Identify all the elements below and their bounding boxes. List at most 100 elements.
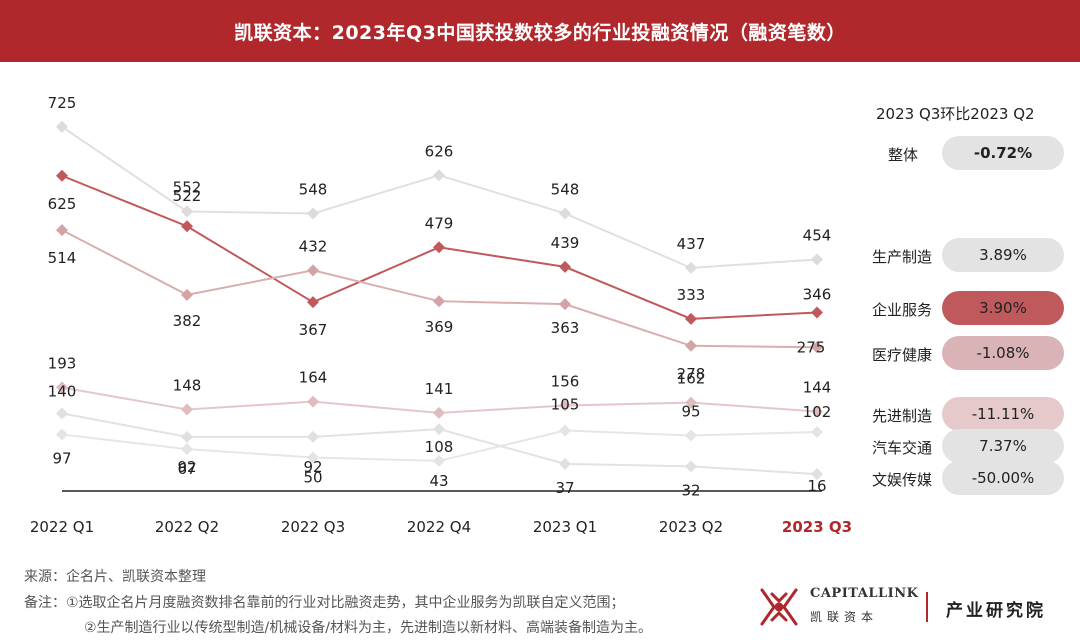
brand-name-cn: 凯联资本 [810, 610, 879, 624]
data-label: 548 [299, 180, 328, 198]
data-label: 97 [52, 449, 71, 467]
data-point-marker [307, 430, 319, 443]
data-label: 479 [425, 214, 454, 232]
chart-title-bar: 凯联资本：2023年Q3中国获投数较多的行业投融资情况（融资笔数） [0, 0, 1080, 62]
chart-title: 凯联资本：2023年Q3中国获投数较多的行业投融资情况（融资笔数） [234, 21, 846, 44]
legend-row-label: 先进制造 [871, 407, 932, 425]
data-label: 439 [551, 234, 580, 252]
data-label: 333 [677, 286, 706, 304]
legend-row-label: 医疗健康 [871, 346, 932, 364]
legend-row-label: 企业服务 [871, 301, 932, 319]
data-point-marker [433, 454, 445, 467]
data-point-marker [811, 468, 823, 481]
remark-note-2: ②生产制造行业以传统型制造/机械设备/材料为主，先进制造以新材料、高端装备制造为… [84, 620, 652, 636]
data-point-marker [559, 298, 571, 311]
data-point-marker [685, 312, 697, 325]
data-point-marker [433, 295, 445, 308]
overall-value: -0.72% [973, 144, 1033, 162]
data-point-marker [307, 207, 319, 220]
data-point-marker [56, 169, 68, 182]
data-point-marker [433, 423, 445, 436]
data-label: 102 [803, 403, 832, 421]
brand-name-en: CAPITALLINK [810, 586, 919, 601]
data-point-marker [811, 253, 823, 266]
data-point-marker [181, 288, 193, 301]
data-point-marker [307, 264, 319, 277]
remark-note-1: 备注：①选取企名片月度融资数排名靠前的行业对比融资走势，其中企业服务为凯联自定义… [24, 595, 625, 611]
data-point-marker [811, 341, 823, 354]
data-label: 278 [677, 365, 706, 383]
data-point-marker [811, 306, 823, 319]
data-point-marker [685, 339, 697, 352]
data-point-marker [433, 241, 445, 254]
data-point-marker [56, 381, 68, 394]
data-point-marker [56, 428, 68, 441]
data-label: 95 [681, 402, 700, 420]
data-label: 141 [425, 380, 454, 398]
data-point-marker [56, 407, 68, 420]
data-point-marker [181, 205, 193, 218]
legend-title: 2023 Q3环比2023 Q2 [876, 105, 1035, 123]
legend-change-pill: -50.00% [942, 461, 1064, 495]
legend-change-pill: 3.90% [942, 291, 1064, 325]
data-point-marker [685, 396, 697, 409]
brand-block: CAPITALLINK 凯联资本 产业研究院 [750, 584, 1070, 632]
legend-row-label: 生产制造 [871, 248, 932, 266]
data-label: 275 [797, 338, 826, 356]
data-label: 92 [177, 458, 196, 476]
data-label: 140 [48, 382, 77, 400]
data-label: 92 [303, 458, 322, 476]
legend-change-pill: 3.89% [942, 238, 1064, 272]
legend-row-label: 文娱传媒 [871, 471, 932, 489]
data-point-marker [181, 430, 193, 443]
brand-separator [926, 592, 928, 622]
data-point-marker [685, 429, 697, 442]
data-label: 16 [807, 477, 826, 495]
data-label: 514 [48, 249, 77, 267]
data-label: 105 [551, 396, 580, 414]
data-label: 552 [173, 179, 202, 197]
data-point-marker [307, 296, 319, 309]
brand-department: 产业研究院 [946, 601, 1046, 621]
data-point-marker [433, 169, 445, 182]
capitallink-logo [760, 588, 798, 626]
data-label: 369 [425, 318, 454, 336]
data-point-marker [559, 399, 571, 412]
data-point-marker [433, 406, 445, 419]
data-point-marker [307, 451, 319, 464]
x-tick-label: 2022 Q3 [281, 518, 345, 536]
data-label: 548 [551, 180, 580, 198]
data-point-marker [307, 395, 319, 408]
data-label: 626 [425, 142, 454, 160]
data-label: 162 [677, 370, 706, 388]
x-tick-label: 2022 Q2 [155, 518, 219, 536]
data-point-marker [685, 460, 697, 473]
data-point-marker [181, 220, 193, 233]
data-label: 522 [173, 187, 202, 205]
data-label: 432 [299, 237, 328, 255]
data-label: 437 [677, 235, 706, 253]
data-point-marker [811, 405, 823, 418]
data-label: 156 [551, 373, 580, 391]
data-point-marker [685, 261, 697, 274]
data-label: 346 [803, 285, 832, 303]
data-label: 43 [429, 472, 448, 490]
legend-row-label: 汽车交通 [871, 439, 932, 457]
data-label: 108 [425, 438, 454, 456]
data-label: 164 [299, 369, 328, 387]
data-label: 382 [173, 312, 202, 330]
line-chart: 725 552 548 626 548 437 454 625 522 367 479 439 333 3… [30, 94, 852, 536]
data-label: 144 [803, 378, 832, 396]
legend-change-pill: -1.08% [942, 336, 1064, 370]
data-point-marker [559, 260, 571, 273]
data-label: 148 [173, 376, 202, 394]
x-tick-label: 2023 Q1 [533, 518, 597, 536]
data-point-marker [56, 120, 68, 133]
overall-value-pill: -0.72% [942, 136, 1064, 170]
x-tick-label: 2022 Q4 [407, 518, 471, 536]
data-point-marker [56, 224, 68, 237]
legend-change-pill: -11.11% [942, 397, 1064, 431]
data-point-marker [559, 457, 571, 470]
x-tick-label: 2022 Q1 [30, 518, 94, 536]
data-label: 454 [803, 227, 832, 245]
